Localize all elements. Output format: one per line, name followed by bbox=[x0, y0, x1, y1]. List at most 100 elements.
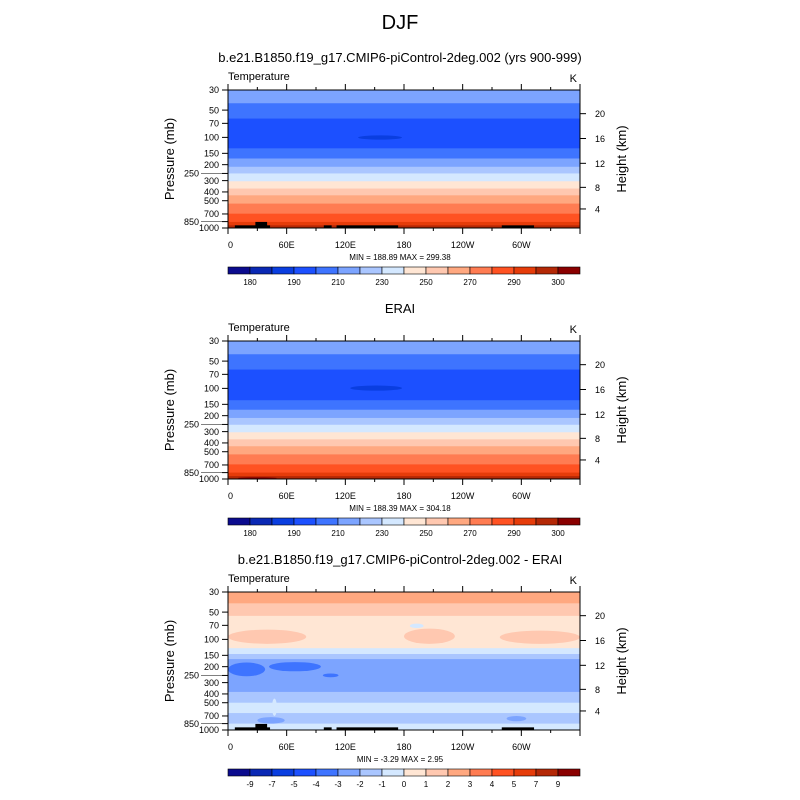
colorbar-box bbox=[337, 768, 361, 777]
contour-band bbox=[228, 221, 580, 226]
colorbar-label: 0 bbox=[402, 780, 407, 789]
contour-band bbox=[228, 369, 580, 401]
x-tick-label: 60W bbox=[512, 491, 531, 501]
y-axis-label-right: Height (km) bbox=[614, 627, 629, 694]
contour-band bbox=[228, 409, 580, 419]
main-title: DJF bbox=[382, 12, 419, 34]
pressure-tick-label: 150 bbox=[204, 400, 219, 410]
colorbar-label: 270 bbox=[463, 529, 477, 538]
colorbar-box bbox=[227, 266, 251, 275]
contour-band bbox=[228, 702, 580, 714]
variable-label: Temperature bbox=[228, 322, 290, 334]
colorbar-box bbox=[425, 266, 449, 275]
colorbar-box bbox=[381, 768, 405, 777]
colorbar-box bbox=[491, 517, 515, 526]
colorbar-box bbox=[469, 517, 493, 526]
colorbar-box bbox=[513, 266, 537, 275]
pressure-tick-label: 50 bbox=[209, 105, 219, 115]
colorbar-label: 180 bbox=[243, 529, 257, 538]
colorbar-box bbox=[557, 768, 581, 777]
colorbar-box bbox=[271, 266, 295, 275]
pressure-tick-label: 500 bbox=[204, 196, 219, 206]
colorbar-label: 250 bbox=[419, 278, 433, 287]
x-tick-label: 120E bbox=[335, 240, 356, 250]
height-tick-label: 12 bbox=[595, 661, 605, 671]
x-tick-label: 60W bbox=[512, 742, 531, 752]
contour-band bbox=[228, 723, 580, 730]
pressure-tick-label: 100 bbox=[204, 635, 219, 645]
colorbar-label: 3 bbox=[468, 780, 473, 789]
contour-band bbox=[228, 417, 580, 426]
colorbar-label: 190 bbox=[287, 278, 301, 287]
colorbar-label: 1 bbox=[424, 780, 429, 789]
colorbar-box bbox=[535, 768, 559, 777]
colorbar-box bbox=[491, 768, 515, 777]
pressure-tick-label: 400 bbox=[204, 438, 219, 448]
units-label: K bbox=[570, 324, 578, 336]
x-tick-label: 60E bbox=[279, 742, 295, 752]
topography-mask bbox=[501, 225, 535, 228]
contour-field bbox=[228, 341, 580, 479]
colorbar-box bbox=[557, 517, 581, 526]
height-tick-label: 8 bbox=[595, 685, 600, 695]
colorbar-box bbox=[425, 768, 449, 777]
pressure-tick-label: 300 bbox=[204, 427, 219, 437]
colorbar-label: 230 bbox=[375, 529, 389, 538]
colorbar-label: 290 bbox=[507, 278, 521, 287]
colorbar-box bbox=[337, 266, 361, 275]
contour-band bbox=[228, 472, 580, 477]
height-tick-label: 8 bbox=[595, 183, 600, 193]
pressure-tick-label: 1000 bbox=[199, 223, 219, 233]
contour-band bbox=[228, 188, 580, 196]
x-tick-label: 180 bbox=[396, 742, 411, 752]
panel-2: ERAI Temperature K 0 60E 120E 180 120W 60W MIN = … bbox=[162, 301, 629, 538]
contour-region bbox=[322, 673, 339, 678]
colorbar-label: 180 bbox=[243, 278, 257, 287]
panel-title: b.e21.B1850.f19_g17.CMIP6-piControl-2deg… bbox=[218, 50, 582, 65]
height-tick-label: 4 bbox=[595, 204, 600, 214]
panel-3: b.e21.B1850.f19_g17.CMIP6-piControl-2deg… bbox=[162, 552, 629, 789]
contour-region bbox=[228, 629, 307, 644]
min-max-stats: MIN = 188.89 MAX = 299.38 bbox=[349, 253, 451, 262]
colorbar-label: 7 bbox=[534, 780, 539, 789]
colorbar-box bbox=[359, 768, 383, 777]
pressure-tick-label: 30 bbox=[209, 336, 219, 346]
colorbar-box bbox=[513, 768, 537, 777]
topography-mask bbox=[323, 727, 332, 730]
colorbar-box bbox=[403, 768, 427, 777]
pressure-tick-label: 200 bbox=[204, 160, 219, 170]
colorbar-label: 4 bbox=[490, 780, 495, 789]
pressure-tick-label: 250 bbox=[184, 169, 199, 179]
pressure-tick-label: 400 bbox=[204, 689, 219, 699]
contour-region bbox=[499, 630, 580, 644]
pressure-tick-label: 700 bbox=[204, 711, 219, 721]
topography-mask bbox=[255, 723, 268, 730]
contour-band bbox=[228, 103, 580, 120]
contour-band bbox=[228, 225, 580, 228]
x-tick-label: 0 bbox=[228, 742, 233, 752]
contour-band bbox=[228, 713, 580, 725]
contour-band bbox=[228, 203, 580, 215]
contour-field bbox=[228, 592, 580, 730]
colorbar-box bbox=[315, 517, 339, 526]
contour-band bbox=[228, 213, 580, 223]
height-tick-label: 16 bbox=[595, 385, 605, 395]
pressure-tick-label: 200 bbox=[204, 411, 219, 421]
contour-band bbox=[228, 464, 580, 474]
colorbar-label: -9 bbox=[246, 780, 254, 789]
height-tick-label: 4 bbox=[595, 455, 600, 465]
topography-mask bbox=[323, 225, 332, 228]
colorbar-box bbox=[315, 768, 339, 777]
units-label: K bbox=[570, 575, 578, 587]
y-axis-label: Pressure (mb) bbox=[162, 369, 177, 451]
colorbar-box bbox=[491, 266, 515, 275]
x-tick-label: 180 bbox=[396, 491, 411, 501]
contour-region bbox=[350, 385, 403, 391]
colorbar-label: 190 bbox=[287, 529, 301, 538]
contour-band bbox=[228, 432, 580, 440]
height-tick-label: 12 bbox=[595, 159, 605, 169]
pressure-tick-label: 300 bbox=[204, 176, 219, 186]
pressure-tick-label: 850 bbox=[184, 468, 199, 478]
pressure-tick-label: 1000 bbox=[199, 474, 219, 484]
contour-band bbox=[228, 648, 580, 655]
